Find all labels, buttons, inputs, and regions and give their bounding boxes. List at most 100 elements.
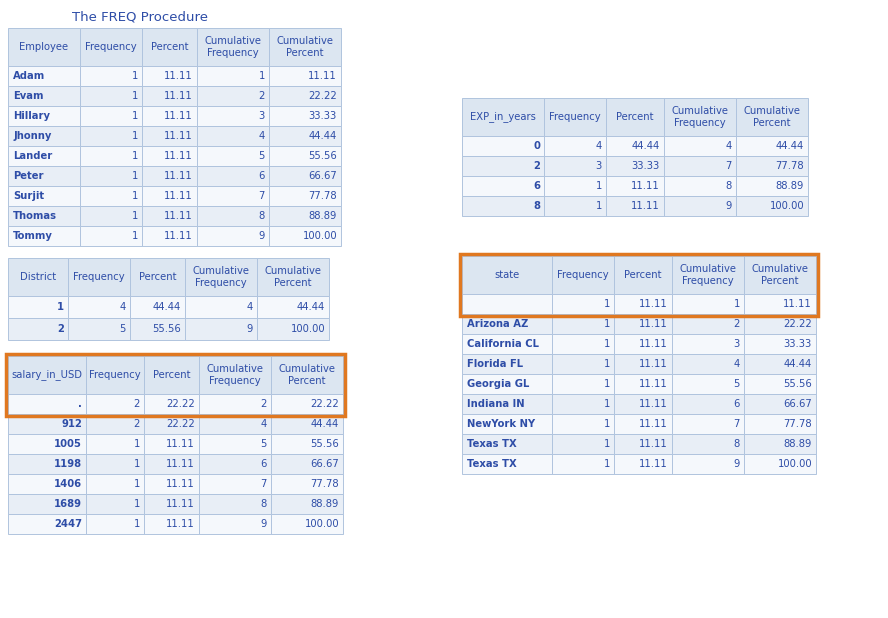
FancyBboxPatch shape [197, 166, 269, 186]
Text: Georgia GL: Georgia GL [467, 379, 529, 389]
FancyBboxPatch shape [86, 454, 144, 474]
Text: 4: 4 [258, 131, 265, 141]
Text: 11.11: 11.11 [639, 339, 668, 349]
Text: 11.11: 11.11 [631, 181, 660, 191]
Text: Frequency: Frequency [549, 112, 601, 122]
Text: 6: 6 [258, 171, 265, 181]
FancyBboxPatch shape [614, 334, 672, 354]
Text: Surjit: Surjit [13, 191, 44, 201]
FancyBboxPatch shape [8, 454, 86, 474]
Text: Peter: Peter [13, 171, 44, 181]
Text: 55.56: 55.56 [152, 324, 181, 334]
Text: 2: 2 [133, 399, 140, 409]
FancyBboxPatch shape [544, 176, 606, 196]
FancyBboxPatch shape [8, 226, 80, 246]
FancyBboxPatch shape [144, 434, 199, 454]
FancyBboxPatch shape [552, 434, 614, 454]
Text: 4: 4 [261, 419, 267, 429]
Text: EXP_in_years: EXP_in_years [470, 111, 536, 122]
Text: 100.00: 100.00 [290, 324, 325, 334]
FancyBboxPatch shape [80, 146, 142, 166]
Text: Frequency: Frequency [73, 272, 125, 282]
Text: 3: 3 [258, 111, 265, 121]
Text: 2: 2 [733, 319, 740, 329]
FancyBboxPatch shape [8, 186, 80, 206]
Text: The FREQ Procedure: The FREQ Procedure [72, 10, 208, 23]
FancyBboxPatch shape [606, 176, 664, 196]
Text: Florida FL: Florida FL [467, 359, 523, 369]
FancyBboxPatch shape [8, 414, 86, 434]
FancyBboxPatch shape [8, 434, 86, 454]
Text: 1: 1 [604, 359, 610, 369]
FancyBboxPatch shape [614, 434, 672, 454]
FancyBboxPatch shape [462, 434, 552, 454]
Text: 7: 7 [733, 419, 740, 429]
FancyBboxPatch shape [552, 394, 614, 414]
FancyBboxPatch shape [68, 258, 130, 296]
FancyBboxPatch shape [199, 514, 271, 534]
FancyBboxPatch shape [672, 256, 744, 294]
FancyBboxPatch shape [269, 206, 341, 226]
FancyBboxPatch shape [68, 318, 130, 340]
FancyBboxPatch shape [199, 414, 271, 434]
Text: 11.11: 11.11 [639, 459, 668, 469]
FancyBboxPatch shape [672, 414, 744, 434]
Text: 1198: 1198 [54, 459, 82, 469]
Text: Cumulative
Percent: Cumulative Percent [279, 364, 336, 386]
Text: 1: 1 [57, 302, 64, 312]
Text: 9: 9 [258, 231, 265, 241]
Text: 8: 8 [261, 499, 267, 509]
Text: 1: 1 [604, 399, 610, 409]
FancyBboxPatch shape [144, 414, 199, 434]
FancyBboxPatch shape [86, 474, 144, 494]
Text: 4: 4 [247, 302, 253, 312]
FancyBboxPatch shape [8, 66, 80, 86]
FancyBboxPatch shape [736, 156, 808, 176]
FancyBboxPatch shape [544, 98, 606, 136]
Text: 912: 912 [61, 419, 82, 429]
FancyBboxPatch shape [8, 296, 68, 318]
FancyBboxPatch shape [736, 136, 808, 156]
FancyBboxPatch shape [552, 454, 614, 474]
FancyBboxPatch shape [80, 28, 142, 66]
FancyBboxPatch shape [142, 106, 197, 126]
Text: 22.22: 22.22 [310, 399, 339, 409]
Text: 44.44: 44.44 [631, 141, 660, 151]
FancyBboxPatch shape [8, 258, 68, 296]
Text: 11.11: 11.11 [639, 299, 668, 309]
Text: 77.78: 77.78 [308, 191, 337, 201]
FancyBboxPatch shape [271, 394, 343, 414]
Text: Percent: Percent [151, 42, 188, 52]
Text: 11.11: 11.11 [164, 151, 193, 161]
Text: 1: 1 [133, 479, 140, 489]
FancyBboxPatch shape [736, 98, 808, 136]
FancyBboxPatch shape [199, 494, 271, 514]
FancyBboxPatch shape [736, 176, 808, 196]
Text: 1: 1 [733, 299, 740, 309]
Text: 22.22: 22.22 [308, 91, 337, 101]
Text: 5: 5 [260, 439, 267, 449]
FancyBboxPatch shape [736, 196, 808, 216]
Text: 11.11: 11.11 [308, 71, 337, 81]
FancyBboxPatch shape [144, 474, 199, 494]
Text: 77.78: 77.78 [311, 479, 339, 489]
FancyBboxPatch shape [271, 474, 343, 494]
Text: Percent: Percent [153, 370, 190, 380]
FancyBboxPatch shape [271, 356, 343, 394]
FancyBboxPatch shape [8, 86, 80, 106]
FancyBboxPatch shape [462, 334, 552, 354]
Text: 4: 4 [596, 141, 602, 151]
FancyBboxPatch shape [269, 66, 341, 86]
Text: 11.11: 11.11 [164, 111, 193, 121]
Text: Cumulative
Frequency: Cumulative Frequency [679, 265, 736, 286]
FancyBboxPatch shape [462, 354, 552, 374]
FancyBboxPatch shape [271, 454, 343, 474]
FancyBboxPatch shape [269, 166, 341, 186]
Text: 7: 7 [258, 191, 265, 201]
Text: 2: 2 [533, 161, 540, 171]
FancyBboxPatch shape [614, 374, 672, 394]
FancyBboxPatch shape [614, 354, 672, 374]
Text: 5: 5 [120, 324, 126, 334]
FancyBboxPatch shape [462, 294, 552, 314]
FancyBboxPatch shape [8, 166, 80, 186]
